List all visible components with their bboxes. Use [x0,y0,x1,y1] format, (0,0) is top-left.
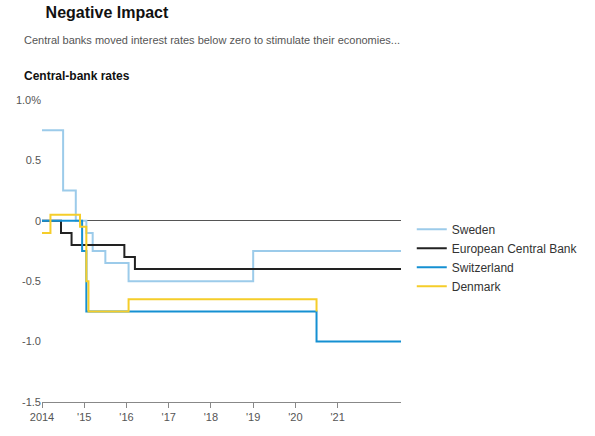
svg-text:'15: '15 [77,411,91,423]
svg-text:2014: 2014 [30,411,54,423]
svg-text:'17: '17 [162,411,176,423]
svg-text:'20: '20 [288,411,302,423]
svg-text:-1.5: -1.5 [22,396,41,408]
svg-text:Negative Impact: Negative Impact [46,4,169,21]
svg-text:Denmark: Denmark [452,280,502,294]
svg-text:Central-bank rates: Central-bank rates [24,69,130,83]
svg-text:'16: '16 [119,411,133,423]
svg-text:'18: '18 [204,411,218,423]
svg-text:Switzerland: Switzerland [452,261,514,275]
svg-text:-1.0: -1.0 [22,335,41,347]
svg-text:-0.5: -0.5 [22,275,41,287]
svg-text:'19: '19 [246,411,260,423]
svg-text:'21: '21 [330,411,344,423]
svg-text:0: 0 [35,215,41,227]
svg-text:Sweden: Sweden [452,223,495,237]
svg-text:0.5: 0.5 [26,154,41,166]
svg-text:European Central Bank: European Central Bank [452,242,578,256]
svg-text:Central banks moved interest r: Central banks moved interest rates below… [24,34,400,46]
svg-text:1.0%: 1.0% [16,94,41,106]
